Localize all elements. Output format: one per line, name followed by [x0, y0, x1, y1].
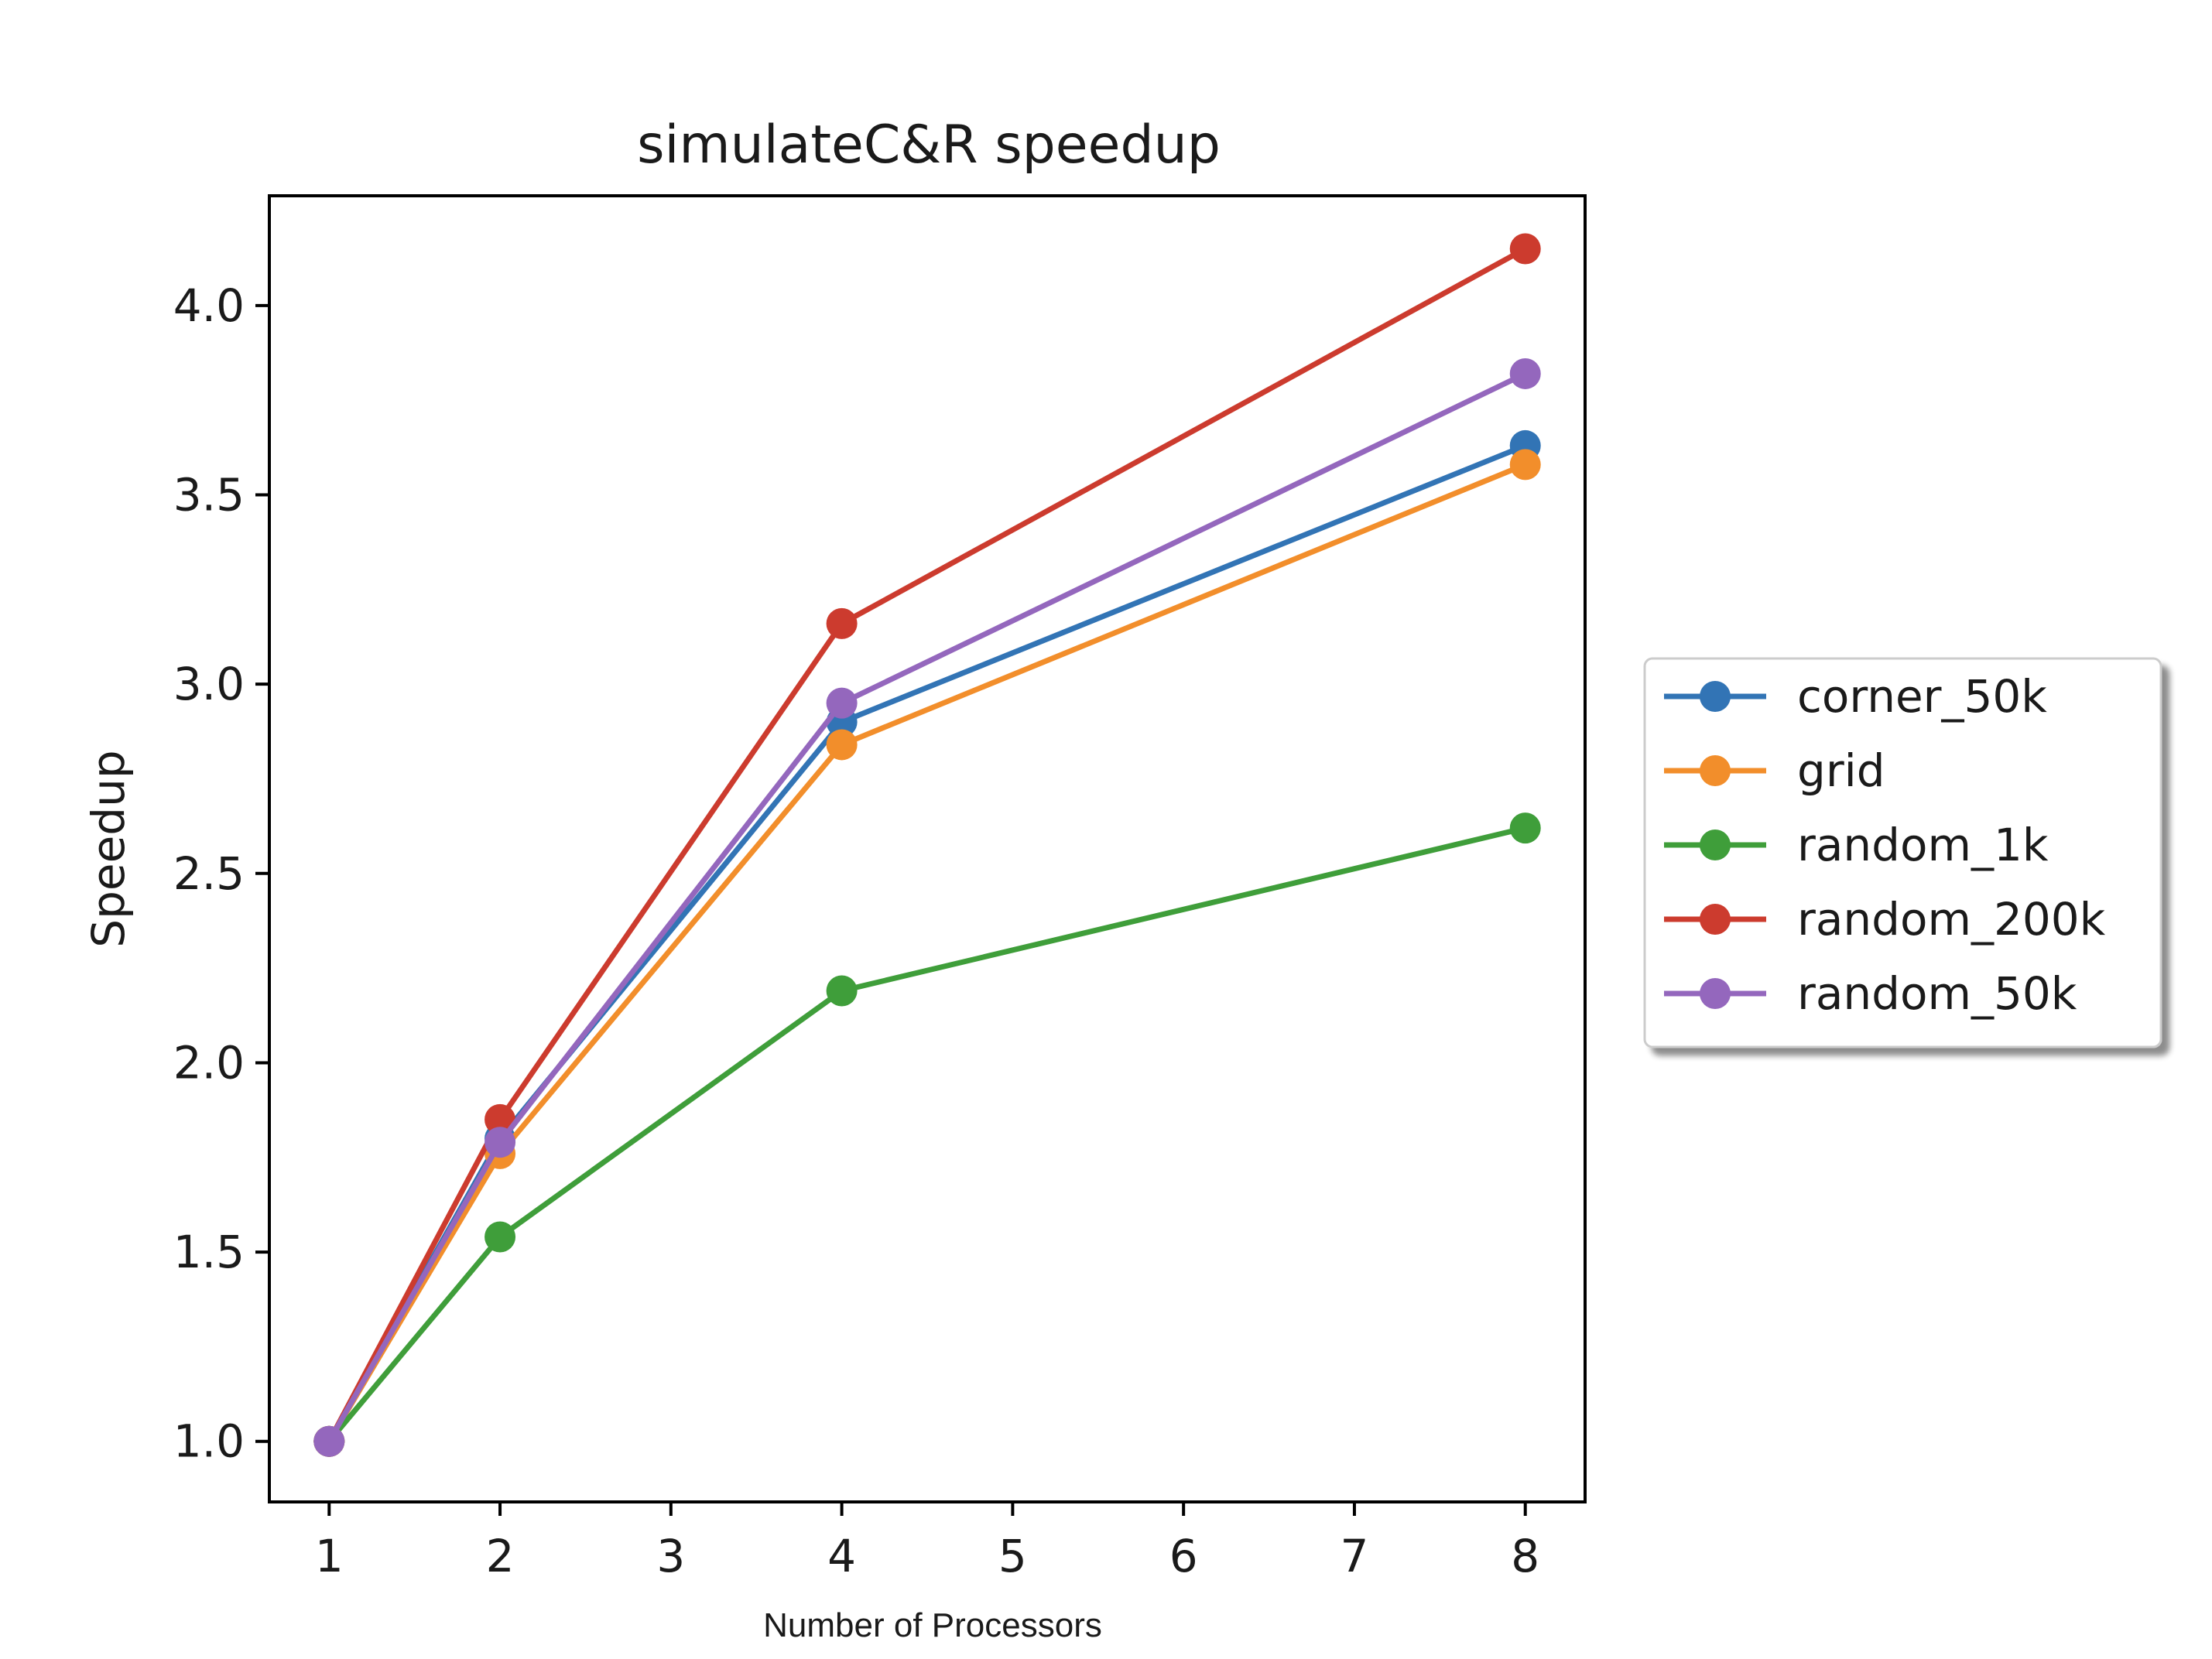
series-layer	[313, 233, 1541, 1457]
legend-entry: grid	[1664, 744, 1885, 797]
y-tick-label: 2.5	[173, 847, 245, 900]
series-line	[326, 371, 1529, 1445]
series-line	[326, 245, 1529, 1445]
legend-marker	[1700, 681, 1731, 712]
legend-entry: random_200k	[1664, 893, 2106, 946]
series-grid	[313, 449, 1541, 1457]
legend-marker	[1700, 830, 1731, 860]
series-line	[326, 461, 1529, 1445]
data-point	[826, 607, 858, 639]
data-point	[1509, 812, 1541, 844]
x-tick-label: 3	[656, 1530, 685, 1582]
y-axis-ticks: 1.0 1.5 2.0 2.5 3.0 3.5 4.0	[173, 279, 269, 1468]
y-tick-label: 3.0	[173, 658, 245, 710]
legend-label: random_200k	[1797, 893, 2106, 946]
data-point	[485, 1127, 516, 1158]
data-point	[313, 1425, 345, 1457]
chart-title: simulateC&R speedup	[637, 115, 1221, 176]
series-random_50k	[313, 357, 1541, 1457]
legend-marker	[1700, 755, 1731, 786]
x-tick-label: 2	[486, 1530, 515, 1582]
legend-label: random_1k	[1797, 819, 2049, 871]
series-corner_50k	[313, 429, 1541, 1457]
y-tick-label: 3.5	[173, 469, 245, 522]
data-point	[826, 687, 858, 719]
legend-box	[1643, 657, 2162, 1048]
data-point	[1509, 233, 1541, 265]
legend-entry: corner_50k	[1664, 670, 2047, 723]
x-axis-label: Number of Processors	[763, 1606, 1102, 1644]
y-tick-label: 4.0	[173, 279, 245, 332]
y-tick-label: 1.5	[173, 1226, 245, 1278]
y-axis-label: Speedup	[82, 750, 135, 947]
x-tick-label: 5	[998, 1530, 1027, 1582]
legend-label: corner_50k	[1797, 670, 2047, 723]
x-tick-label: 1	[315, 1530, 344, 1582]
y-tick-label: 1.0	[173, 1415, 245, 1468]
data-point	[485, 1103, 516, 1135]
x-tick-label: 6	[1169, 1530, 1198, 1582]
plot-frame	[268, 194, 1587, 1503]
series-line	[326, 443, 1529, 1445]
data-point	[485, 1221, 516, 1253]
x-tick-label: 7	[1340, 1530, 1368, 1582]
x-axis-ticks: 1 2 3 4 5 6 7 8	[315, 1502, 1539, 1582]
legend-label: grid	[1797, 744, 1885, 797]
legend-label: random_50k	[1797, 967, 2077, 1020]
data-point	[826, 729, 858, 761]
legend-marker	[1700, 904, 1731, 935]
series-random_200k	[313, 233, 1541, 1457]
series-line	[326, 825, 1529, 1445]
data-point	[1509, 357, 1541, 389]
x-tick-label: 8	[1511, 1530, 1539, 1582]
legend-entry: random_50k	[1664, 967, 2077, 1020]
data-point	[826, 975, 858, 1007]
x-tick-label: 4	[827, 1530, 856, 1582]
legend-entry: random_1k	[1664, 819, 2049, 871]
data-point	[1509, 449, 1541, 481]
legend-marker	[1700, 978, 1731, 1009]
y-tick-label: 2.0	[173, 1036, 245, 1089]
